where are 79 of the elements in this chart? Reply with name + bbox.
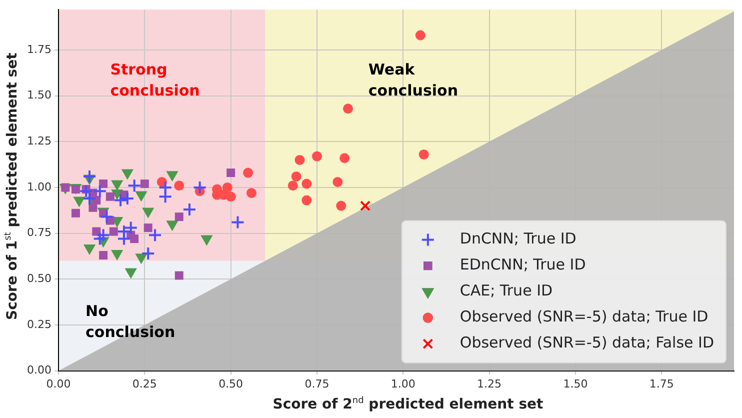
band-label: No conclusion	[86, 302, 176, 341]
point	[360, 200, 370, 212]
point	[82, 169, 97, 184]
point	[174, 180, 184, 191]
point	[124, 268, 137, 279]
legend-label: Observed (SNR=-5) data; True ID	[460, 308, 708, 326]
point	[124, 220, 138, 235]
x-tick-label: 1.00	[390, 377, 416, 390]
x-tick-label: 1.25	[477, 377, 502, 390]
y-tick-label: 0.75	[26, 226, 52, 240]
legend-label: Observed (SNR=-5) data; False ID	[460, 334, 714, 352]
point	[141, 246, 156, 260]
y-tick-label: 1.25	[26, 134, 52, 148]
point	[92, 227, 101, 236]
point	[111, 250, 124, 260]
x-tick-label: 1.75	[649, 377, 674, 390]
point	[96, 228, 110, 242]
point	[342, 104, 353, 114]
point	[182, 202, 196, 216]
point	[294, 154, 305, 165]
point	[230, 215, 245, 230]
point	[114, 193, 128, 208]
point	[302, 178, 312, 189]
point	[120, 191, 134, 206]
point	[116, 232, 131, 246]
point	[92, 232, 107, 246]
point	[192, 180, 207, 194]
point	[243, 168, 254, 178]
point	[100, 210, 114, 224]
y-tick-label: 1.50	[26, 88, 52, 102]
point	[106, 192, 114, 201]
point	[246, 188, 256, 198]
legend-label: CAE; True ID	[460, 282, 553, 300]
point	[312, 151, 322, 162]
point	[288, 180, 298, 191]
y-tick-label: 1.75	[26, 42, 52, 56]
legend-label: EDnCNN; True ID	[460, 256, 586, 274]
point	[73, 196, 86, 208]
x-tick-label: 0.75	[304, 377, 330, 390]
x-tick-label: 0.00	[46, 377, 71, 390]
point	[142, 208, 154, 218]
point	[144, 224, 152, 232]
x-tick-label: 0.25	[132, 377, 157, 390]
point	[99, 180, 108, 188]
point	[415, 30, 426, 40]
y-tick-label: 0.25	[26, 318, 52, 331]
point	[140, 180, 149, 188]
point	[83, 244, 96, 255]
x-axis-title: Score of 2$^{nd}$ predicted element set	[272, 396, 544, 413]
point	[226, 168, 236, 178]
point	[88, 203, 98, 212]
band-label: Strong conclusion	[110, 60, 200, 100]
point	[127, 178, 142, 193]
point	[99, 251, 108, 260]
point	[302, 195, 312, 206]
point	[61, 183, 70, 192]
point	[71, 208, 80, 218]
point	[336, 200, 346, 211]
point	[92, 184, 107, 198]
point	[291, 171, 302, 182]
point	[174, 212, 184, 222]
point	[418, 149, 429, 160]
point	[158, 180, 172, 194]
point	[174, 271, 184, 280]
y-tick-label: 0.50	[26, 272, 52, 285]
point	[135, 254, 148, 264]
point	[109, 227, 118, 236]
point	[226, 192, 236, 202]
point	[340, 153, 350, 164]
point	[148, 228, 162, 242]
point	[200, 235, 213, 246]
point	[332, 176, 343, 187]
y-tick-label: 1.00	[26, 180, 52, 194]
band-label: Weak conclusion	[368, 60, 458, 100]
point	[222, 182, 232, 192]
legend-label: DnCNN; True ID	[460, 230, 576, 248]
x-tick-label: 1.50	[563, 377, 588, 390]
y-tick-label: 0.00	[26, 364, 52, 377]
x-tick-label: 0.50	[218, 377, 244, 390]
